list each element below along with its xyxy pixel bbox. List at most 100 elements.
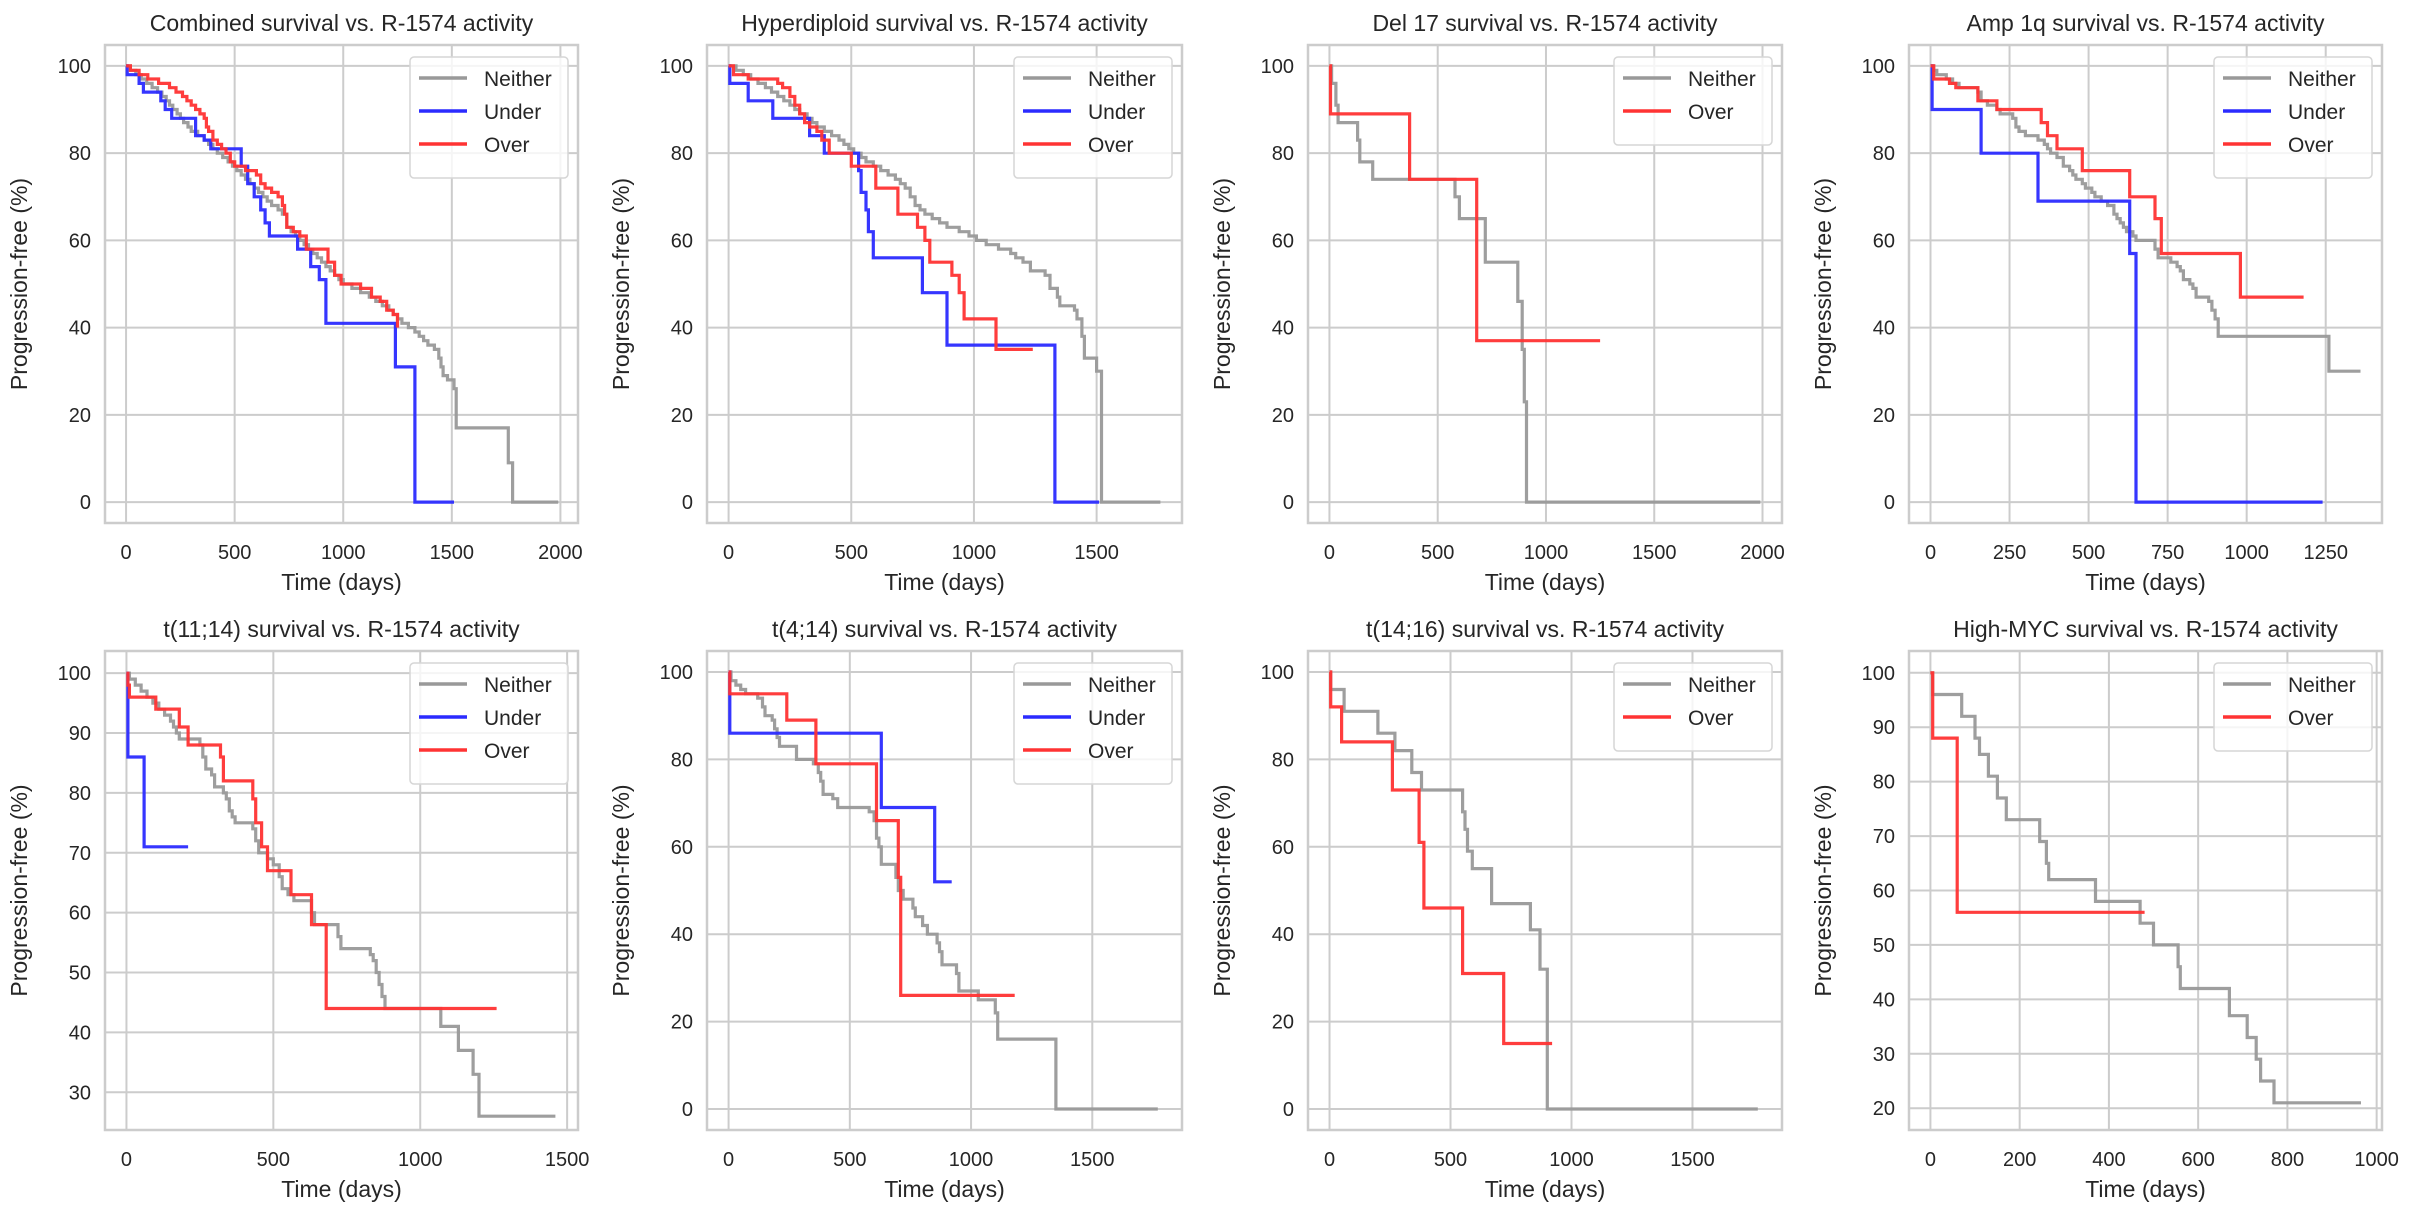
legend-label-neither: Neither [2288,674,2356,697]
legend-label-under: Under [1088,101,1145,124]
legend: Neither Under Over [2213,56,2373,179]
x-tick-label: 500 [257,1149,290,1171]
axes-frame [103,649,580,1132]
series-line-over [1329,670,1553,1046]
y-tick-label: 20 [69,405,91,427]
legend-label-neither: Neither [1688,68,1756,91]
subplot-t-11-14: 0 500 1000 1500 30 40 50 60 70 80 90 100 t(11;14) su… [6,616,589,1202]
y-tick-label: 0 [682,492,693,514]
x-tick-label: 500 [1421,542,1454,564]
legend-label-neither: Neither [1088,68,1156,91]
y-axis-label: Progression-free (%) [1209,784,1235,996]
chart-title: Amp 1q survival vs. R-1574 activity [1967,10,2325,36]
y-tick-label: 50 [1873,935,1895,957]
x-axis-label: Time (days) [1485,569,1606,595]
legend-label-over: Over [2288,134,2334,157]
y-axis-label: Progression-free (%) [1810,178,1836,390]
y-axis-label: Progression-free (%) [1810,784,1836,996]
y-tick-label: 40 [1272,924,1294,946]
y-tick-label: 20 [1873,405,1895,427]
series-line-neither [1329,64,1761,504]
axes-frame [103,43,580,525]
subplot-amp-1q: 0 250 500 750 1000 1250 0 20 40 60 80 100 Amp 1q sur… [1810,10,2384,595]
subplot-hyperdiploid: 0 500 1000 1500 0 20 40 60 80 100 Hyperdiploid sur… [608,10,1184,595]
series-line-over [1930,671,2145,914]
y-tick-label: 0 [80,492,91,514]
y-tick-label: 60 [1272,230,1294,252]
y-tick-label: 30 [69,1082,91,1104]
chart-title: High-MYC survival vs. R-1574 activity [1953,616,2338,642]
x-tick-label: 1500 [1074,542,1119,564]
legend-label-over: Over [484,740,530,763]
series-line-over [126,671,497,1011]
legend-label-under: Under [484,707,541,730]
series-line-under [728,64,1100,504]
x-tick-label: 400 [2092,1149,2125,1171]
y-tick-label: 90 [1873,717,1895,739]
x-tick-label: 0 [1324,542,1335,564]
x-axis-label: Time (days) [884,569,1005,595]
y-tick-label: 100 [660,662,693,684]
y-tick-label: 80 [1272,143,1294,165]
y-tick-label: 60 [69,230,91,252]
x-tick-label: 0 [1925,542,1936,564]
legend-label-over: Over [1088,134,1134,157]
y-tick-label: 70 [69,843,91,865]
x-axis-label: Time (days) [884,1176,1005,1202]
y-tick-label: 80 [671,143,693,165]
y-tick-label: 80 [671,749,693,771]
y-tick-label: 40 [1873,989,1895,1011]
y-axis-label: Progression-free (%) [608,178,634,390]
y-tick-label: 20 [1873,1098,1895,1120]
x-tick-label: 800 [2271,1149,2304,1171]
x-tick-label: 600 [2181,1149,2214,1171]
chart-title: Del 17 survival vs. R-1574 activity [1372,10,1718,36]
series-line-neither [126,671,556,1118]
series-line-over [728,670,1015,997]
legend-label-over: Over [1088,740,1134,763]
y-tick-label: 60 [69,903,91,925]
y-tick-label: 100 [58,663,91,685]
x-tick-label: 1250 [2303,542,2348,564]
legend: Neither Over [1613,662,1773,752]
y-tick-label: 40 [1873,318,1895,340]
series-line-over [728,64,1033,351]
x-tick-label: 0 [723,542,734,564]
x-tick-label: 0 [1324,1149,1335,1171]
y-tick-label: 40 [671,924,693,946]
x-tick-label: 1500 [1632,542,1677,564]
chart-title: Combined survival vs. R-1574 activity [150,10,534,36]
axes-frame [1907,649,2384,1132]
axes-frame [705,43,1184,525]
legend: Neither Under Over [409,56,569,179]
x-tick-label: 1000 [952,542,997,564]
legend: Neither Over [2213,662,2373,752]
y-tick-label: 80 [69,783,91,805]
y-tick-label: 100 [1862,663,1895,685]
x-tick-label: 1000 [949,1149,994,1171]
x-tick-label: 1000 [321,542,366,564]
chart-title: Hyperdiploid survival vs. R-1574 activit… [741,10,1148,36]
legend-label-over: Over [1688,707,1734,730]
y-tick-label: 60 [671,837,693,859]
series-line-neither [728,670,1158,1111]
y-tick-label: 30 [1873,1044,1895,1066]
y-axis-label: Progression-free (%) [1209,178,1235,390]
x-tick-label: 1000 [2224,542,2269,564]
y-tick-label: 80 [1873,772,1895,794]
axes-frame [1306,43,1784,525]
x-axis-label: Time (days) [281,569,402,595]
y-tick-label: 80 [1873,143,1895,165]
series-line-neither [1930,671,2361,1105]
x-tick-label: 0 [121,542,132,564]
x-tick-label: 1500 [1670,1149,1715,1171]
axes-frame [1907,43,2384,525]
legend-label-under: Under [1088,707,1145,730]
legend: Neither Under Over [409,662,569,785]
y-tick-label: 70 [1873,826,1895,848]
x-tick-label: 500 [1434,1149,1467,1171]
x-tick-label: 200 [2003,1149,2036,1171]
y-tick-label: 0 [1884,492,1895,514]
x-tick-label: 1000 [2354,1149,2399,1171]
subplot-t-14-16: 0 500 1000 1500 0 20 40 60 80 100 t(14;16) surviva… [1209,616,1784,1202]
